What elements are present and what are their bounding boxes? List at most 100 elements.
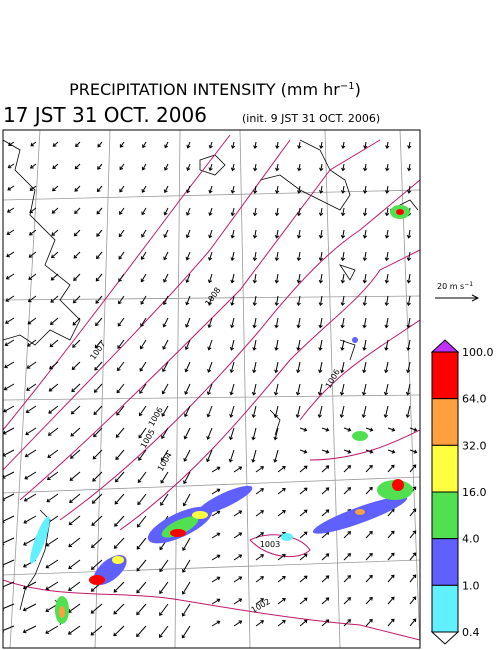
wind-scale-text: 20 m s — [437, 282, 464, 291]
wind-arrow — [90, 559, 103, 570]
wind-arrow — [52, 141, 59, 147]
wind-arrow — [340, 185, 346, 194]
wind-arrow — [299, 531, 308, 539]
wind-arrow — [252, 339, 257, 351]
wind-arrow — [70, 427, 81, 437]
wind-arrow — [318, 207, 324, 217]
wind-arrow — [321, 449, 330, 454]
wind-arrow — [70, 405, 81, 415]
wind-arrow — [164, 141, 169, 149]
wind-arrow — [141, 163, 147, 171]
wind-arrow — [136, 581, 147, 594]
wind-arrow — [142, 141, 147, 149]
wind-arrow — [384, 317, 389, 329]
wind-arrow — [186, 141, 191, 149]
wind-arrow — [362, 317, 367, 329]
wind-arrow — [211, 554, 221, 561]
colorbar-segment — [431, 351, 459, 400]
colorbar-under — [430, 631, 460, 645]
wind-arrow — [387, 574, 395, 583]
wind-arrow — [387, 596, 395, 605]
wind-arrow — [23, 537, 37, 546]
wind-arrow — [181, 625, 191, 639]
wind-arrow — [387, 449, 396, 454]
wind-arrow — [384, 339, 389, 351]
wind-arrow — [299, 449, 308, 454]
wind-arrow — [141, 207, 147, 216]
wind-arrow — [321, 509, 330, 517]
wind-arrow — [230, 207, 235, 217]
wind-arrow — [251, 427, 257, 441]
wind-scale-arrow — [435, 294, 480, 302]
wind-arrow — [230, 229, 235, 239]
wind-arrow — [274, 185, 280, 194]
wind-arrow — [340, 361, 345, 374]
wind-arrow — [136, 625, 147, 638]
wind-arrow — [68, 581, 81, 591]
wind-arrow — [185, 251, 191, 261]
wind-arrow — [407, 163, 412, 172]
wind-arrow — [273, 405, 279, 419]
wind-arrow — [90, 603, 103, 614]
wind-arrow — [296, 295, 301, 307]
wind-arrow — [27, 339, 37, 347]
wind-arrow — [163, 229, 169, 238]
wind-arrow — [340, 207, 346, 217]
wind-arrow — [233, 620, 243, 627]
precipitation — [30, 205, 413, 624]
wind-arrow — [207, 273, 213, 284]
wind-arrow — [277, 575, 286, 583]
wind-arrow — [163, 207, 169, 216]
wind-arrow — [72, 295, 81, 304]
wind-arrow — [73, 251, 81, 259]
colorbar-label: 1.0 — [462, 579, 480, 592]
wind-arrow — [49, 317, 59, 325]
wind-arrow — [275, 163, 280, 172]
wind-arrow — [341, 141, 346, 149]
wind-arrow — [6, 207, 15, 213]
wind-arrow — [22, 625, 37, 634]
wind-arrow — [116, 383, 125, 394]
wind-arrow — [3, 493, 15, 501]
wind-arrow — [406, 361, 411, 374]
wind-arrow — [211, 576, 221, 583]
wind-arrow — [97, 163, 103, 170]
wind-arrow — [96, 185, 103, 193]
wind-arrow — [52, 185, 59, 192]
wind-arrow — [185, 229, 191, 239]
wind-arrow — [251, 449, 257, 463]
wind-arrow — [208, 229, 213, 239]
wind-arrow — [3, 449, 15, 457]
wind-arrow — [115, 427, 125, 438]
wind-arrow — [230, 163, 236, 172]
colorbar-label: 64.0 — [462, 393, 487, 406]
wind-arrow — [387, 427, 396, 432]
wind-arrow — [274, 339, 279, 351]
wind-arrow — [252, 317, 257, 329]
wind-arrow — [384, 207, 390, 217]
wind-arrow — [160, 449, 169, 462]
wind-arrow — [206, 449, 213, 463]
wind-arrow — [161, 427, 169, 440]
wind-arrow — [26, 361, 37, 369]
wind-arrow — [409, 464, 417, 473]
wind-arrow — [409, 574, 417, 583]
wind-arrow — [409, 552, 417, 561]
wind-arrow — [230, 251, 235, 262]
wind-arrow — [409, 508, 417, 517]
wind-arrow — [318, 229, 324, 239]
wind-arrow — [362, 339, 367, 351]
wind-arrow — [363, 141, 368, 149]
wind-arrow — [230, 295, 235, 306]
wind-arrow — [160, 471, 169, 484]
title: PRECIPITATION INTENSITY (mm hr−1) — [69, 80, 361, 99]
wind-arrow — [140, 251, 147, 260]
wind-arrow — [186, 163, 191, 171]
wind-arrow — [384, 295, 389, 307]
wind-arrow — [69, 493, 81, 503]
wind-arrow — [252, 251, 258, 262]
wind-arrow — [119, 185, 125, 193]
wind-arrow — [206, 427, 213, 440]
wind-arrow — [365, 427, 374, 432]
